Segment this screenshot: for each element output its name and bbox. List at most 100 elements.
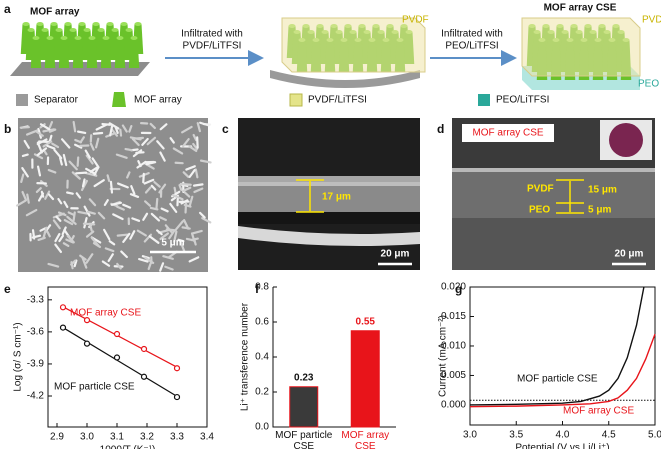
sem-petal [47, 193, 55, 201]
sem-petal [173, 230, 178, 243]
panel-label: a [4, 2, 11, 16]
sem-petal [180, 199, 189, 205]
legend-swatch [478, 94, 490, 106]
y-axis-label: Log (σ/ S cm⁻¹) [13, 322, 24, 391]
sem-petal [108, 240, 116, 246]
legend-swatch [112, 92, 126, 107]
sem-petal [36, 147, 48, 157]
pillar-top [78, 22, 86, 26]
sem-petal [168, 229, 176, 240]
legend-text: PVDF/LiTFSI [308, 95, 367, 106]
chart: e Log (σ/ S cm⁻¹) -3.3 -3.6 -3.9 -4.2 2.9 3.0 3.… [4, 282, 214, 449]
sem-petal [60, 138, 71, 149]
sem-layer [238, 182, 420, 212]
sem-petal [192, 133, 198, 142]
sem-petal [33, 153, 44, 160]
sem-petal [159, 151, 166, 162]
sem-petal [101, 260, 111, 267]
sem-texture [16, 120, 212, 272]
sem-petal [48, 128, 57, 133]
sem-petal [77, 210, 89, 215]
sem-petal [149, 122, 156, 130]
sem-petal [146, 136, 157, 146]
pillar-top [106, 22, 114, 26]
sem-petal [63, 200, 69, 209]
sem-petal [144, 200, 152, 207]
series-label: MOF array CSE [70, 308, 141, 319]
sem-petal [89, 166, 99, 173]
point [140, 345, 148, 353]
sem-petal [185, 165, 196, 171]
y-tick-label: -3.9 [27, 359, 45, 370]
sem-petal [172, 147, 184, 155]
sem-petal [159, 232, 169, 241]
sem-petal [81, 256, 88, 269]
sem-petal [162, 255, 174, 260]
pillar-top [46, 36, 54, 40]
sem-petal [153, 180, 161, 188]
sem-petal [66, 215, 77, 226]
y-tick-label: 0.6 [255, 317, 269, 328]
sem-petal [23, 139, 30, 149]
thickness-text: 15 μm [588, 185, 617, 196]
x-tick-label: 4.0 [556, 430, 570, 441]
sem-petal [171, 193, 184, 201]
y-tick-label: 0.005 [441, 370, 466, 381]
panel-label: e [4, 282, 11, 296]
sem-petal [71, 171, 81, 180]
sem-petal [35, 187, 42, 194]
sem-petal [196, 136, 199, 149]
sem-petal [25, 208, 38, 217]
layer-label: PVDF [402, 15, 429, 26]
pillar-top [69, 28, 77, 32]
sem-petal [192, 183, 204, 187]
sem-petal [83, 205, 91, 217]
sem-petal [156, 229, 163, 236]
panel-label: b [4, 122, 11, 136]
pillar-top [116, 36, 124, 40]
pillars [20, 22, 144, 68]
pillar-top [97, 28, 105, 32]
sem-petal [201, 217, 212, 224]
sem-petal [36, 165, 42, 177]
sem-petal [150, 212, 161, 222]
x-tick-label: 3.3 [170, 432, 184, 443]
sem-petal [148, 235, 160, 244]
x-tick-label: 4.5 [602, 430, 616, 441]
pillar-top [88, 36, 96, 40]
sem-petal [35, 130, 44, 137]
sem-petal [93, 166, 100, 176]
arrow-text: PVDF/LiTFSI [183, 41, 242, 52]
sem-petal [75, 192, 82, 199]
series-label: MOF particle CSE [54, 382, 135, 393]
sem-petal [63, 219, 74, 226]
panel-c: c 17 μm 20 μm [222, 118, 420, 270]
pillar-top [83, 28, 91, 32]
sem-petal [36, 138, 48, 146]
panel-a: a MOF array Infiltrated with PVDF/LiTFSI… [4, 2, 661, 107]
sem-petal [160, 207, 169, 213]
sem-petal [192, 142, 199, 151]
sem-petal [132, 138, 140, 147]
sem-petal [21, 190, 28, 201]
sem-petal [46, 144, 56, 150]
value-label: 0.55 [356, 316, 376, 327]
sem-petal [101, 122, 112, 126]
title-box [462, 124, 554, 142]
y-tick-label: -4.2 [27, 391, 45, 402]
pillar-top [55, 28, 63, 32]
y-axis-label: Current (mA cm⁻²) [438, 315, 449, 397]
sem-petal [169, 202, 178, 213]
sem-petal [159, 123, 168, 131]
sem-petal [177, 238, 185, 243]
thickness-text: 17 μm [322, 192, 351, 203]
arrow-text: Infiltrated with [181, 29, 243, 40]
sem-petal [91, 157, 100, 169]
sem-petal [59, 156, 63, 166]
y-tick-label: 0.8 [255, 282, 269, 293]
sem-petal [25, 129, 39, 136]
y-tick-label: -3.6 [27, 327, 45, 338]
sem-petal [62, 153, 68, 167]
sem-petal [130, 185, 136, 195]
pillar [44, 38, 56, 68]
